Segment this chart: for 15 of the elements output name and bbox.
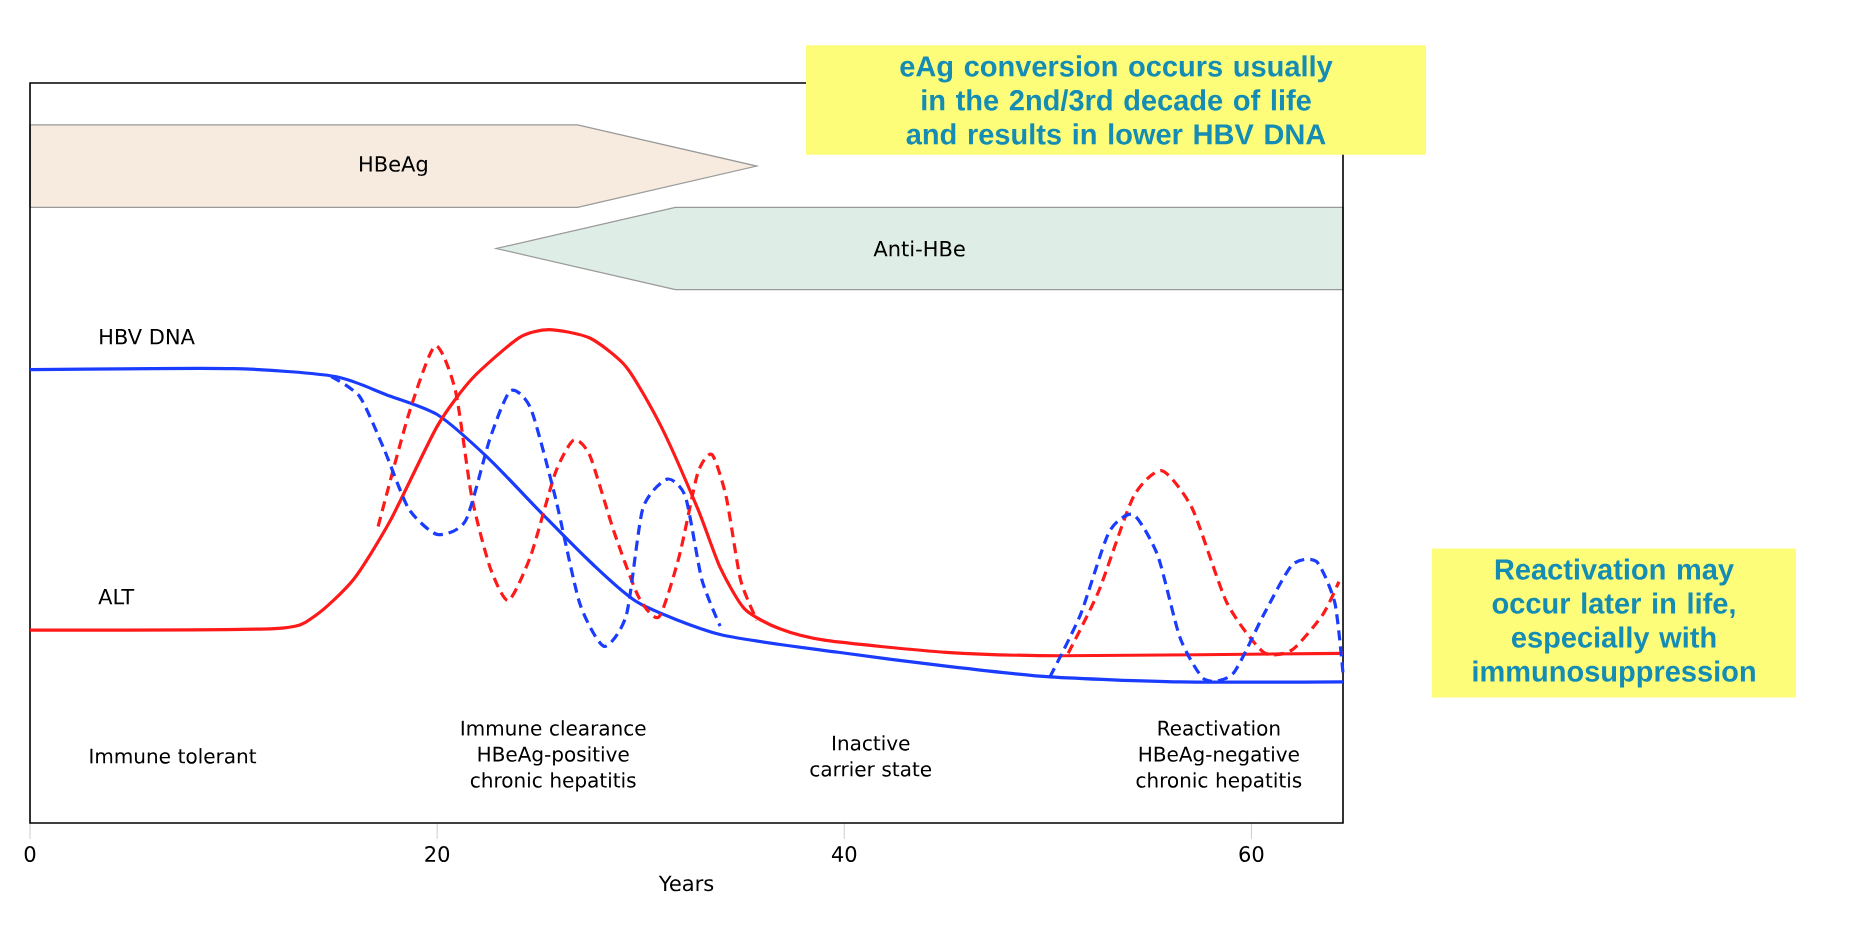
x-axis-title: Years xyxy=(658,875,714,892)
annotation: Immune clearance HBeAg-positive chronic hepatitis xyxy=(461,720,646,792)
x-tick-label: 60 xyxy=(1239,846,1264,862)
text: eAg conversion occurs usually in the 2nd/3rd decade of life and results in lower HBV DNA xyxy=(900,55,1333,145)
text: Reactivation may occur later in life, especially with immunosuppression xyxy=(1473,558,1755,688)
x-tick-label: 20 xyxy=(425,846,450,862)
series-label: HBV DNA xyxy=(100,328,195,345)
series-label: ALT xyxy=(98,588,135,605)
annotation: Inactive carrier state xyxy=(810,735,932,777)
text: HBeAg xyxy=(360,156,427,176)
annotation: Immune tolerant xyxy=(90,748,257,764)
x-tick-label: 40 xyxy=(831,846,857,862)
x-tick-label: 0 xyxy=(24,846,36,862)
text: Anti-HBe xyxy=(873,240,965,257)
annotation: Reactivation HBeAg-negative chronic hepatitis xyxy=(1136,720,1302,792)
